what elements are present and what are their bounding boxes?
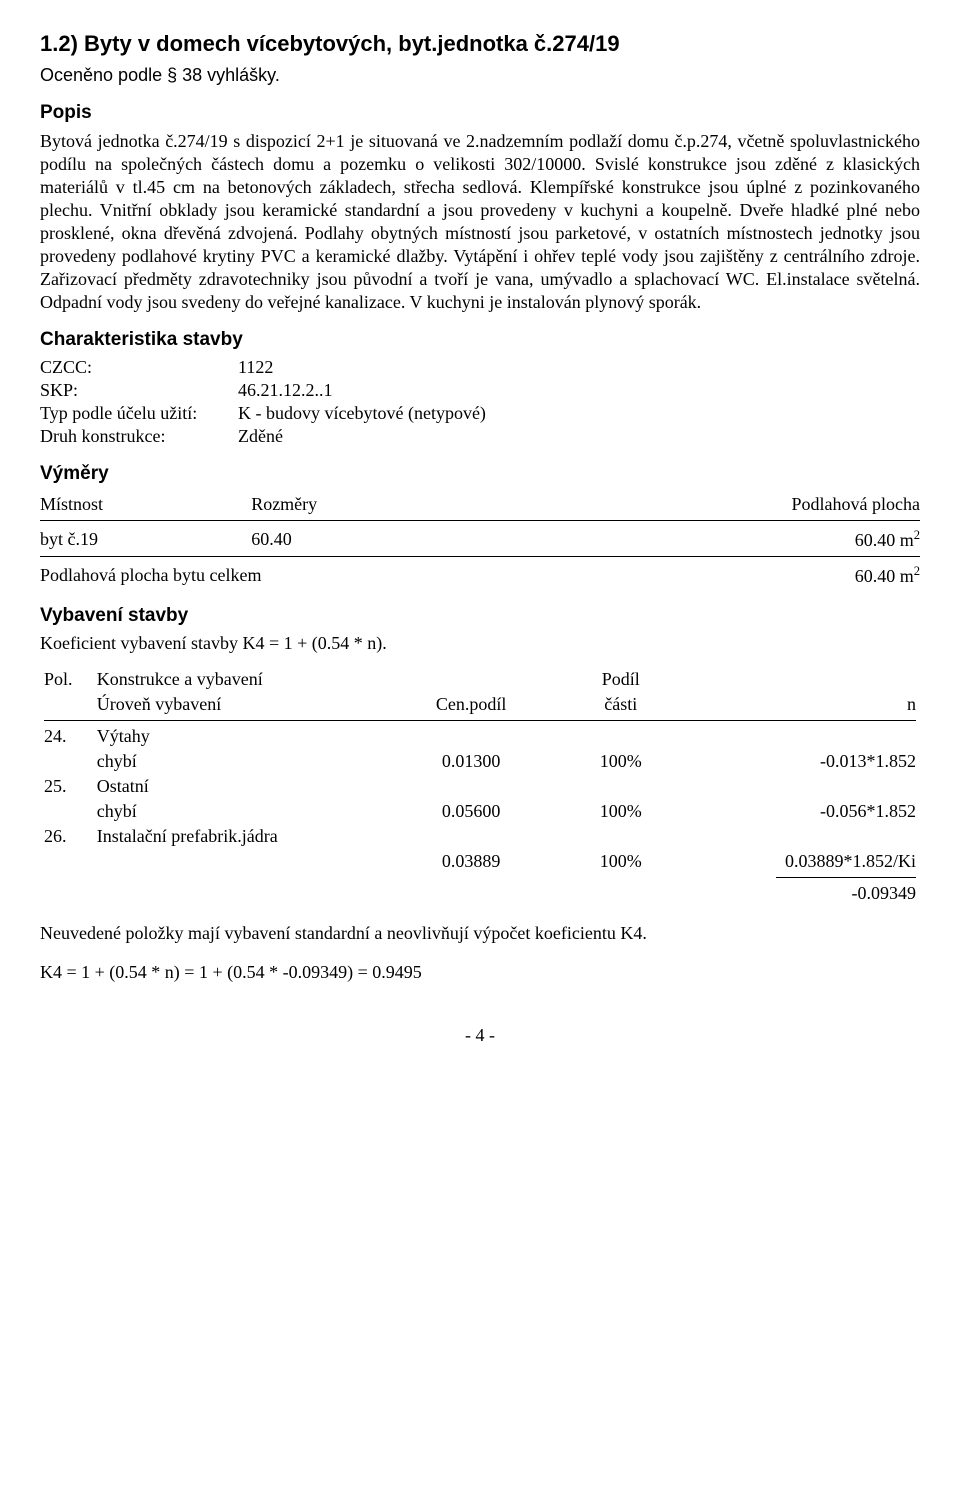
table-row: Podlahová plocha bytu celkem 60.40 m2 [40, 561, 920, 590]
kv-key: Typ podle účelu užití: [40, 402, 238, 425]
kv-val: K - budovy vícebytové (netypové) [238, 402, 494, 425]
row-name: Výtahy [93, 724, 920, 749]
col-kons: Konstrukce a vybavení [93, 667, 392, 692]
row-cp: 0.05600 [392, 799, 550, 824]
divider [40, 520, 920, 521]
mistnost-plocha: 60.40 m2 [603, 525, 920, 554]
row-n: 0.03889*1.852/Ki [691, 849, 920, 874]
vymery-heading: Výměry [40, 462, 920, 486]
table-header-row: Pol. Konstrukce a vybavení Podíl [40, 667, 920, 692]
vybaveni-note: Neuvedené položky mají vybavení standard… [40, 922, 920, 945]
table-row: Druh konstrukce: Zděné [40, 425, 494, 448]
sum-value: 60.40 m2 [720, 561, 920, 590]
table-row: byt č.19 60.40 60.40 m2 [40, 525, 920, 554]
col-n: n [691, 692, 920, 717]
col-podil: Podíl [550, 667, 691, 692]
vymery-table: Místnost Rozměry Podlahová plocha [40, 491, 920, 518]
col-cenpodil-blank [392, 667, 550, 692]
kv-key: SKP: [40, 379, 238, 402]
vybaveni-heading: Vybavení stavby [40, 604, 920, 628]
col-uroven: Úroveň vybavení [93, 692, 392, 717]
blank [40, 692, 93, 717]
popis-text: Bytová jednotka č.274/19 s dispozicí 2+1… [40, 130, 920, 314]
charakteristika-table: CZCC: 1122 SKP: 46.21.12.2..1 Typ podle … [40, 356, 494, 448]
sum-label: Podlahová plocha bytu celkem [40, 561, 720, 590]
table-row: Typ podle účelu užití: K - budovy víceby… [40, 402, 494, 425]
row-lvl: chybí [93, 749, 392, 774]
blank [40, 799, 93, 824]
divider-short [776, 877, 916, 878]
table-row: SKP: 46.21.12.2..1 [40, 379, 494, 402]
table-row: chybí 0.01300 100% -0.013*1.852 [40, 749, 920, 774]
col-cenpodil: Cen.podíl [392, 692, 550, 717]
section-title: 1.2) Byty v domech vícebytových, byt.jed… [40, 30, 920, 58]
vybaveni-table: Pol. Konstrukce a vybavení Podíl Úroveň … [40, 667, 920, 906]
table-row: 26. Instalační prefabrik.jádra [40, 824, 920, 849]
row-num: 25. [40, 774, 93, 799]
table-row: 24. Výtahy [40, 724, 920, 749]
row-name: Ostatní [93, 774, 920, 799]
table-row: 0.03889 100% 0.03889*1.852/Ki [40, 849, 920, 874]
popis-heading: Popis [40, 101, 920, 125]
row-lvl: chybí [93, 799, 392, 824]
row-cp: 0.03889 [392, 849, 550, 874]
kv-val: 1122 [238, 356, 494, 379]
row-name: Instalační prefabrik.jádra [93, 824, 920, 849]
col-pol: Pol. [40, 667, 93, 692]
mistnost-rozmery: 60.40 [251, 525, 603, 554]
row-casti: 100% [550, 849, 691, 874]
divider [44, 720, 916, 721]
row-cp: 0.01300 [392, 749, 550, 774]
row-casti: 100% [550, 749, 691, 774]
row-lvl [93, 849, 392, 874]
col-casti: části [550, 692, 691, 717]
total-n: -0.09349 [691, 881, 920, 906]
koef-line: Koeficient vybavení stavby K4 = 1 + (0.5… [40, 632, 920, 655]
kv-val: Zděné [238, 425, 494, 448]
kv-key: CZCC: [40, 356, 238, 379]
kv-key: Druh konstrukce: [40, 425, 238, 448]
table-row-total: -0.09349 [40, 881, 920, 906]
page-number: - 4 - [40, 1024, 920, 1047]
k4-line: K4 = 1 + (0.54 * n) = 1 + (0.54 * -0.093… [40, 961, 920, 984]
blank [40, 881, 691, 906]
row-n: -0.013*1.852 [691, 749, 920, 774]
row-casti: 100% [550, 799, 691, 824]
col-rozmery: Rozměry [251, 491, 603, 518]
mistnost-name: byt č.19 [40, 525, 251, 554]
row-num: 26. [40, 824, 93, 849]
oceneno-line: Oceněno podle § 38 vyhlášky. [40, 64, 920, 87]
table-header-row: Místnost Rozměry Podlahová plocha [40, 491, 920, 518]
blank [40, 849, 93, 874]
vymery-table-body: byt č.19 60.40 60.40 m2 [40, 525, 920, 554]
col-plocha: Podlahová plocha [603, 491, 920, 518]
table-row: 25. Ostatní [40, 774, 920, 799]
table-row: CZCC: 1122 [40, 356, 494, 379]
kv-val: 46.21.12.2..1 [238, 379, 494, 402]
col-mistnost: Místnost [40, 491, 251, 518]
blank [40, 749, 93, 774]
table-header-row-2: Úroveň vybavení Cen.podíl části n [40, 692, 920, 717]
divider [40, 556, 920, 557]
table-row: chybí 0.05600 100% -0.056*1.852 [40, 799, 920, 824]
charakteristika-heading: Charakteristika stavby [40, 328, 920, 352]
row-n: -0.056*1.852 [691, 799, 920, 824]
col-n-blank [691, 667, 920, 692]
row-num: 24. [40, 724, 93, 749]
vymery-sum: Podlahová plocha bytu celkem 60.40 m2 [40, 561, 920, 590]
